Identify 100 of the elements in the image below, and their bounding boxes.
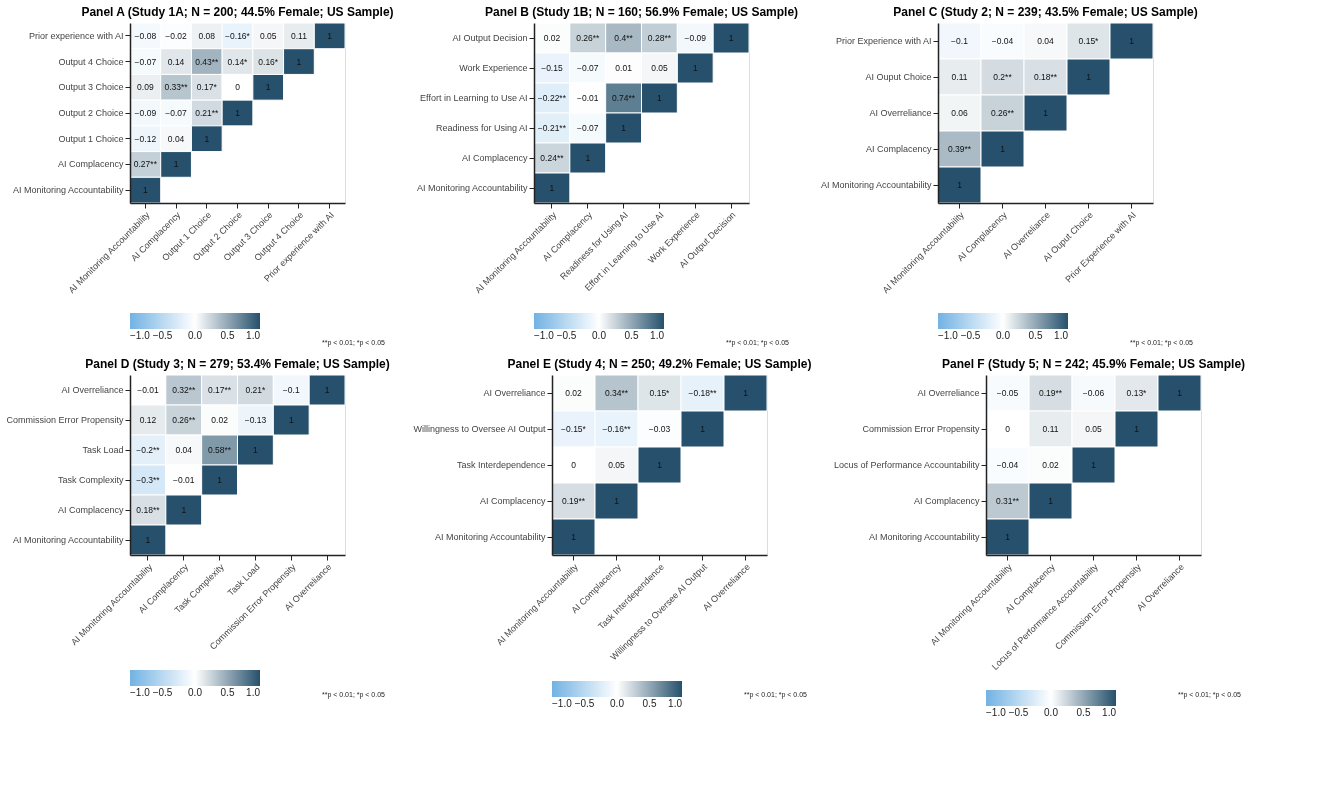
data-label: 0.19**	[1038, 388, 1063, 398]
data-label: 0.26**	[576, 33, 601, 43]
data-label: 1	[743, 388, 749, 398]
data-label: 0.26**	[990, 108, 1015, 118]
data-label: 0.04	[1037, 36, 1055, 46]
color-bar-label: −0.5	[556, 330, 577, 341]
data-label: 1	[145, 535, 151, 545]
y-tick-label: AI Complacency	[57, 159, 124, 170]
data-label: 0.05	[651, 63, 668, 73]
data-label: −0.06	[1082, 388, 1105, 398]
data-label: 0	[571, 460, 577, 470]
color-bar-label: 0.5	[1076, 707, 1091, 718]
data-label: 0.58**	[208, 445, 232, 455]
y-tick-label: Output 2 Choice	[58, 108, 124, 118]
data-label: 1	[657, 460, 663, 470]
data-label: 0.4**	[614, 33, 634, 43]
data-label: 1	[1043, 108, 1049, 118]
data-label: −0.15*	[561, 424, 587, 434]
data-label: 1	[204, 133, 210, 144]
color-bar-label: 1.0	[246, 687, 261, 698]
data-label: 1	[173, 159, 179, 170]
data-label: 1	[1129, 36, 1135, 46]
color-bar-label: 1.0	[1102, 707, 1117, 718]
data-label: 1	[235, 108, 241, 118]
data-label: −0.2**	[136, 445, 161, 455]
data-label: 0.33**	[164, 82, 189, 93]
data-label: 0.14*	[227, 56, 249, 67]
chart-title: Panel A (Study 1A; N = 200; 44.5% Female; US Sample)	[81, 4, 394, 19]
data-label: 1	[1005, 532, 1011, 542]
color-bar-label: 0.5	[220, 330, 235, 341]
data-label: 0.11	[290, 30, 308, 41]
color-bar-label: 0.0	[188, 330, 203, 341]
color-bar-label: 0.0	[188, 687, 203, 698]
data-label: −0.02	[165, 30, 188, 41]
y-tick-label: AI Complacency	[913, 496, 980, 506]
color-bar-label: −0.5	[152, 330, 173, 341]
data-label: −0.04	[996, 460, 1019, 470]
data-label: 0.18**	[1033, 72, 1058, 82]
data-label: 0.19**	[561, 496, 586, 506]
y-tick-label: AI Monitoring Accountability	[12, 535, 124, 545]
data-label: −0.03	[648, 424, 671, 434]
data-label: −0.04	[991, 36, 1014, 46]
data-label: 0.14	[167, 56, 185, 67]
data-label: 0.28**	[647, 33, 672, 43]
data-label: 0.26**	[172, 415, 197, 425]
data-label: 0.12	[139, 415, 157, 425]
data-label: −0.01	[172, 475, 195, 485]
y-tick-label: AI Overreliance	[869, 108, 932, 118]
y-tick-label: AI Monitoring Accountability	[868, 532, 980, 542]
data-label: 0.09	[137, 82, 154, 93]
data-label: 1	[142, 185, 148, 196]
y-tick-label: AI Overreliance	[483, 388, 546, 398]
y-tick-label: AI Overreliance	[61, 385, 124, 395]
y-tick-label: Output 1 Choice	[58, 133, 124, 144]
data-label: −0.1	[951, 36, 969, 46]
y-tick-label: Locus of Performance Accountability	[833, 460, 980, 470]
y-tick-label: AI Monitoring Accountability	[820, 180, 932, 190]
data-label: −0.16**	[602, 424, 632, 434]
data-label: 0.02	[1042, 460, 1060, 470]
data-label: −0.07	[576, 63, 599, 73]
data-label: 0.32**	[172, 385, 197, 395]
data-label: 0.02	[211, 415, 229, 425]
data-label: 0.39**	[947, 144, 972, 154]
color-bar-label: −1.0	[986, 707, 1007, 718]
color-bar-label: 1.0	[1054, 330, 1069, 341]
chart-title: Panel E (Study 4; N = 250; 49.2% Female; US Sample)	[507, 356, 812, 371]
color-bar-label: −1.0	[534, 330, 555, 341]
y-tick-label: AI Ouput Choice	[865, 72, 932, 82]
data-label: 0.17**	[208, 385, 232, 395]
data-label: 0.11	[1042, 424, 1059, 434]
data-label: −0.18**	[688, 388, 718, 398]
y-tick-label: Work Experience	[459, 63, 528, 73]
data-label: 1	[1048, 496, 1054, 506]
color-bar-label: −1.0	[938, 330, 959, 341]
data-label: 0.06	[951, 108, 969, 118]
data-label: 0.05	[608, 460, 626, 470]
data-label: 0.31**	[995, 496, 1020, 506]
color-bar-label: 0.5	[624, 330, 639, 341]
data-label: 0.04	[167, 133, 185, 144]
data-label: −0.08	[134, 30, 157, 41]
data-label: −0.15	[541, 63, 563, 73]
y-tick-label: Commission Error Propensity	[862, 424, 980, 434]
data-label: 0.17*	[196, 82, 218, 93]
color-bar-label: 0.5	[1028, 330, 1043, 341]
color-bar-label: 1.0	[650, 330, 665, 341]
data-label: −0.21**	[537, 123, 567, 133]
data-label: 1	[957, 180, 963, 190]
data-label: 0	[1005, 424, 1011, 434]
data-label: 1	[1091, 460, 1097, 470]
data-label: 1	[621, 123, 627, 133]
data-label: −0.22**	[537, 93, 567, 103]
data-label: −0.13	[244, 415, 267, 425]
data-label: 0.74**	[612, 93, 636, 103]
data-label: −0.1	[282, 385, 300, 395]
data-label: −0.16*	[225, 30, 251, 41]
y-tick-label: Readiness for Using AI	[435, 123, 528, 133]
data-label: −0.07	[576, 123, 599, 133]
data-label: −0.12	[134, 133, 157, 144]
y-tick-label: Prior Experience with AI	[835, 36, 932, 46]
data-label: 0.15*	[1078, 36, 1100, 46]
